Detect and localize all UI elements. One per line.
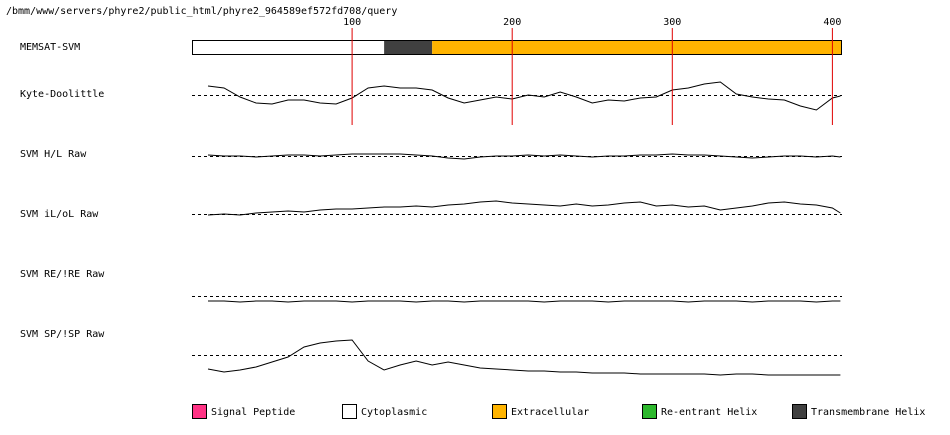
legend-label: Re-entrant Helix (661, 407, 757, 418)
query-path: /bmm/www/servers/phyre2/public_html/phyr… (6, 6, 397, 17)
legend-swatch (342, 404, 357, 419)
legend-label: Extracellular (511, 407, 589, 418)
x-tick-label: 300 (663, 17, 681, 28)
legend-swatch (642, 404, 657, 419)
legend-label: Cytoplasmic (361, 407, 427, 418)
legend-swatch (192, 404, 207, 419)
legend-swatch (792, 404, 807, 419)
trace (207, 153, 841, 160)
trace (207, 200, 841, 216)
track-label: SVM iL/oL Raw (20, 209, 99, 220)
track-label: Kyte-Doolittle (20, 89, 104, 100)
x-tick-label: 100 (343, 17, 361, 28)
legend-swatch (492, 404, 507, 419)
topology-segment (384, 40, 433, 55)
track-label: SVM RE/!RE Raw (20, 269, 105, 280)
trace (208, 300, 841, 303)
topology-segment (432, 40, 842, 55)
x-tick-label: 200 (503, 17, 521, 28)
legend-label: Signal Peptide (211, 407, 295, 418)
track-label: SVM SP/!SP Raw (20, 329, 105, 340)
trace (207, 339, 841, 376)
track-label: MEMSAT-SVM (20, 42, 80, 53)
x-tick-label: 400 (823, 17, 841, 28)
track-label: SVM H/L Raw (20, 149, 87, 160)
topology-frame (192, 40, 842, 55)
topology-segment (192, 40, 385, 55)
trace (207, 81, 841, 111)
legend-label: Transmembrane Helix (811, 407, 925, 418)
